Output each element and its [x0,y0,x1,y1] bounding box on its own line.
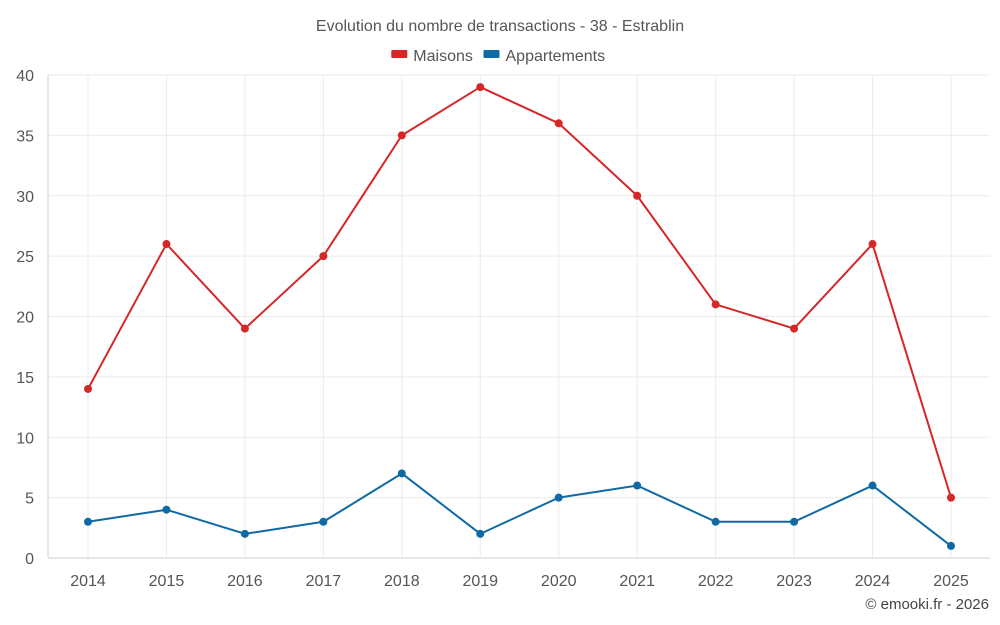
x-tick-label: 2017 [306,573,342,590]
data-point-appartements[interactable] [633,481,642,490]
legend: Maisons Appartements [391,48,605,65]
x-tick-label: 2025 [933,573,969,590]
y-tick-label: 10 [16,430,34,447]
data-point-maisons[interactable] [711,300,720,309]
data-point-maisons[interactable] [240,324,249,333]
data-point-maisons[interactable] [162,240,171,249]
y-axis: 0 5 10 15 20 25 30 35 40 [16,68,34,568]
data-point-appartements[interactable] [868,481,877,490]
data-point-maisons[interactable] [476,83,485,92]
data-point-appartements[interactable] [476,529,485,538]
series-line-appartements [87,472,952,547]
legend-label-maisons[interactable]: Maisons [413,48,473,65]
y-tick-label: 40 [16,68,34,85]
data-point-maisons[interactable] [397,131,406,140]
series-line-maisons [87,86,952,498]
data-point-appartements[interactable] [84,517,92,526]
data-point-maisons[interactable] [790,324,799,333]
x-tick-label: 2024 [855,573,891,590]
data-point-appartements[interactable] [554,493,563,502]
x-tick-label: 2019 [462,573,498,590]
y-tick-label: 0 [25,551,34,568]
data-point-maisons[interactable] [947,493,955,502]
y-tick-label: 35 [16,128,34,145]
x-tick-label: 2014 [70,573,106,590]
legend-swatch-maisons [391,50,408,58]
x-tick-label: 2016 [227,573,263,590]
legend-swatch-appartements [483,50,500,58]
data-point-maisons[interactable] [554,119,563,128]
x-tick-label: 2018 [384,573,420,590]
y-tick-label: 20 [16,310,34,327]
data-point-maisons[interactable] [633,191,642,200]
data-point-appartements[interactable] [790,517,799,526]
data-point-appartements[interactable] [240,529,249,538]
grid [47,74,990,559]
data-point-maisons[interactable] [319,252,328,261]
x-tick-label: 2020 [541,573,577,590]
series-group [84,83,955,550]
data-point-appartements[interactable] [319,517,328,526]
y-tick-label: 25 [16,249,34,266]
x-tick-label: 2015 [149,573,185,590]
data-point-appartements[interactable] [711,517,720,526]
data-point-appartements[interactable] [947,541,955,550]
x-tick-label: 2022 [698,573,734,590]
x-axis: 2014 2015 2016 2017 2018 2019 2020 2021 2022 2023… [70,573,969,590]
chart-title: Evolution du nombre de transactions - 38… [316,18,684,35]
x-tick-label: 2023 [776,573,812,590]
y-tick-label: 15 [16,370,34,387]
data-point-appartements[interactable] [397,469,406,478]
y-tick-label: 30 [16,189,34,206]
data-point-maisons[interactable] [868,240,877,249]
data-point-maisons[interactable] [84,384,92,393]
legend-label-appartements[interactable]: Appartements [506,48,606,65]
credit-text: © emooki.fr - 2026 [865,596,989,613]
y-tick-label: 5 [25,491,34,508]
data-point-appartements[interactable] [162,505,171,514]
x-tick-label: 2021 [619,573,655,590]
